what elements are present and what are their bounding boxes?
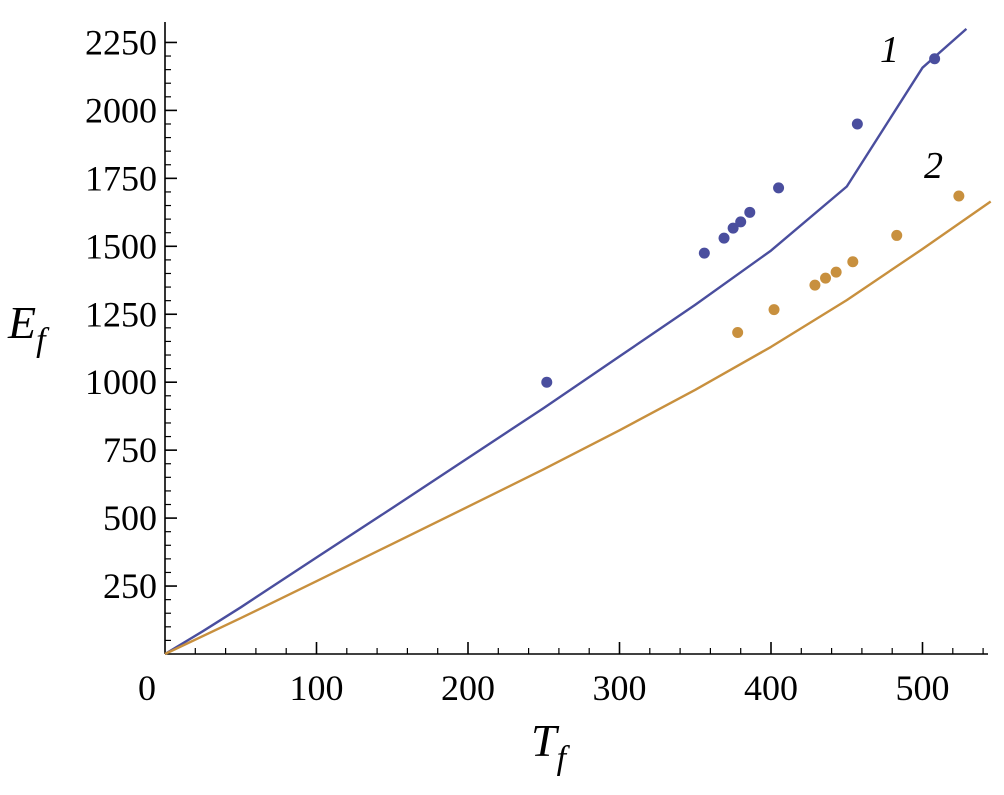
series-1-point — [698, 247, 710, 259]
series-2-point — [732, 326, 744, 338]
series-2-point — [891, 229, 903, 241]
y-axis-label: Ef — [7, 297, 50, 359]
x-tick-label: 200 — [441, 668, 495, 708]
series-2-point — [809, 279, 821, 291]
x-axis-label-main: T — [531, 715, 560, 766]
y-tick-label: 1250 — [85, 294, 157, 334]
series-1-point — [851, 118, 863, 130]
series-2-point — [847, 256, 859, 268]
x-origin-label: 0 — [138, 668, 156, 708]
y-axis-label-main: E — [7, 297, 36, 348]
x-axis-label-sub: f — [557, 740, 571, 777]
y-tick-label: 2000 — [85, 90, 157, 130]
y-tick-label: 500 — [103, 498, 157, 538]
series-1-point — [929, 53, 941, 65]
series-1-point — [735, 216, 747, 228]
series-layer — [164, 28, 992, 656]
series-2-point — [830, 266, 842, 278]
series-2 — [164, 190, 992, 656]
series-2-line — [164, 200, 992, 656]
x-tick-label: 100 — [290, 668, 344, 708]
series-1-point — [727, 222, 739, 234]
x-tick-label: 500 — [896, 668, 950, 708]
x-tick-label: 400 — [744, 668, 798, 708]
y-tick-label: 1000 — [85, 362, 157, 402]
series-1 — [164, 28, 968, 656]
series-2-label: 2 — [924, 145, 943, 187]
series-1-label: 1 — [880, 29, 899, 71]
y-tick-label: 1750 — [85, 158, 157, 198]
x-axis-label: Tf — [531, 715, 571, 777]
series-1-point — [773, 182, 785, 194]
x-tick-label: 300 — [593, 668, 647, 708]
y-tick-label: 250 — [103, 566, 157, 606]
y-tick-label: 1500 — [85, 226, 157, 266]
series-2-point — [953, 190, 965, 202]
series-1-point — [744, 206, 756, 218]
y-axis-label-sub: f — [36, 322, 50, 359]
series-2-point — [820, 272, 832, 284]
y-tick-label: 2250 — [85, 22, 157, 62]
series-1-point — [718, 232, 730, 244]
axes: 100 200 300 400 500 0 250 500 750 1000 1250 1500 175… — [85, 22, 988, 708]
series-1-line — [164, 28, 968, 656]
series-2-point — [768, 304, 780, 316]
y-tick-label: 750 — [103, 430, 157, 470]
series-1-point — [541, 376, 553, 388]
